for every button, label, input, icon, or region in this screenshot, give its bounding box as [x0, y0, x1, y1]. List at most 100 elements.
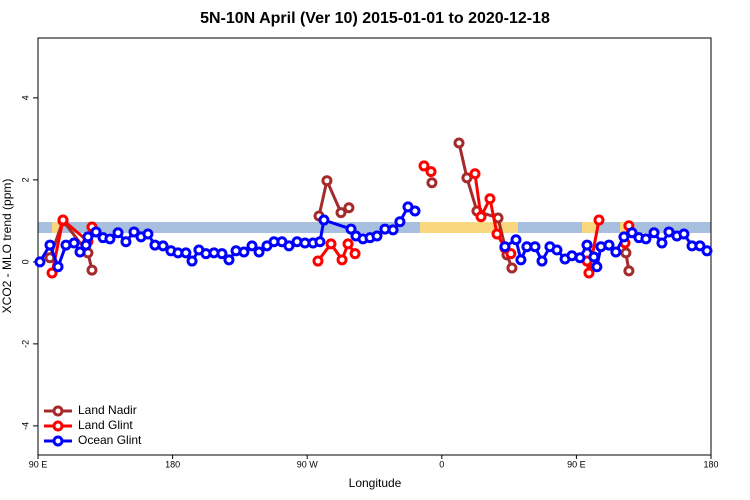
y-axis-label: XCO2 - MLO trend (ppm)	[0, 179, 14, 314]
data-point	[246, 240, 258, 252]
data-point	[588, 251, 600, 263]
data-point	[626, 227, 638, 239]
y-tick-label: 2	[20, 177, 30, 182]
legend-marker	[52, 435, 64, 447]
data-point	[583, 267, 595, 279]
data-point	[663, 226, 675, 238]
data-point	[515, 254, 527, 266]
data-point	[180, 247, 192, 259]
legend-label: Land Nadir	[78, 403, 137, 417]
x-tick-label: 90 E	[29, 459, 48, 469]
data-point	[581, 239, 593, 251]
data-point	[536, 255, 548, 267]
data-point	[593, 214, 605, 226]
data-point	[74, 246, 86, 258]
data-point	[461, 172, 473, 184]
data-point	[336, 254, 348, 266]
data-point	[418, 160, 430, 172]
data-point	[157, 240, 169, 252]
data-point	[618, 231, 630, 243]
data-point	[57, 214, 69, 226]
data-point	[128, 226, 140, 238]
data-point	[253, 246, 265, 258]
y-tick-label: 4	[20, 95, 30, 100]
data-point	[314, 236, 326, 248]
x-tick-label: 90 W	[297, 459, 319, 469]
data-point	[640, 233, 652, 245]
data-point	[46, 267, 58, 279]
legend-marker	[52, 420, 64, 432]
data-point	[574, 252, 586, 264]
data-point	[475, 211, 487, 223]
data-point	[499, 241, 511, 253]
series	[34, 201, 713, 273]
land-patch	[582, 222, 596, 233]
data-point	[90, 226, 102, 238]
data-point	[453, 137, 465, 149]
y-tick-label: 0	[20, 259, 30, 264]
data-point	[469, 168, 481, 180]
data-point	[505, 248, 517, 260]
data-point	[610, 246, 622, 258]
data-point	[104, 233, 116, 245]
plot-frame	[37, 37, 712, 456]
land-patch	[420, 222, 518, 233]
data-point	[52, 261, 64, 273]
data-point	[603, 239, 615, 251]
data-point	[701, 245, 713, 257]
series-line	[48, 142, 631, 272]
y-tick-label: -2	[20, 340, 30, 348]
data-point	[648, 227, 660, 239]
data-point	[425, 166, 437, 178]
data-point	[34, 256, 46, 268]
data-point	[551, 244, 563, 256]
data-point	[335, 207, 347, 219]
data-point	[506, 262, 518, 274]
data-point	[283, 240, 295, 252]
data-point	[484, 193, 496, 205]
data-point	[44, 239, 56, 251]
legend-marker	[52, 405, 64, 417]
data-point	[349, 248, 361, 260]
x-tick-label: 0	[439, 459, 444, 469]
legend-label: Land Glint	[78, 418, 133, 432]
x-tick-label: 90 E	[567, 459, 586, 469]
data-point	[325, 238, 337, 250]
data-point	[318, 214, 330, 226]
data-point	[387, 224, 399, 236]
data-point	[223, 254, 235, 266]
data-point	[426, 177, 438, 189]
data-point	[529, 241, 541, 253]
data-point	[409, 205, 421, 217]
data-point	[620, 247, 632, 259]
data-point	[371, 230, 383, 242]
data-point	[345, 223, 357, 235]
ocean-band	[38, 222, 711, 233]
data-point	[591, 261, 603, 273]
data-point	[510, 234, 522, 246]
x-tick-label: 180	[165, 459, 180, 469]
data-point	[394, 216, 406, 228]
data-point	[623, 265, 635, 277]
data-point	[112, 227, 124, 239]
data-point	[321, 175, 333, 187]
data-point	[86, 264, 98, 276]
legend-label: Ocean Glint	[78, 433, 142, 447]
data-point	[68, 237, 80, 249]
x-axis-label: Longitude	[349, 476, 402, 490]
data-point	[186, 255, 198, 267]
data-point	[678, 228, 690, 240]
data-point	[656, 237, 668, 249]
data-point	[694, 240, 706, 252]
data-point	[342, 238, 354, 250]
y-tick-label: -4	[20, 422, 30, 430]
land-patch	[52, 222, 60, 233]
data-point	[82, 231, 94, 243]
data-point	[142, 228, 154, 240]
data-point	[491, 228, 503, 240]
chart-title: 5N-10N April (Ver 10) 2015-01-01 to 2020…	[200, 10, 550, 27]
x-tick-label: 180	[703, 459, 718, 469]
data-point	[312, 255, 324, 267]
data-point	[343, 202, 355, 214]
